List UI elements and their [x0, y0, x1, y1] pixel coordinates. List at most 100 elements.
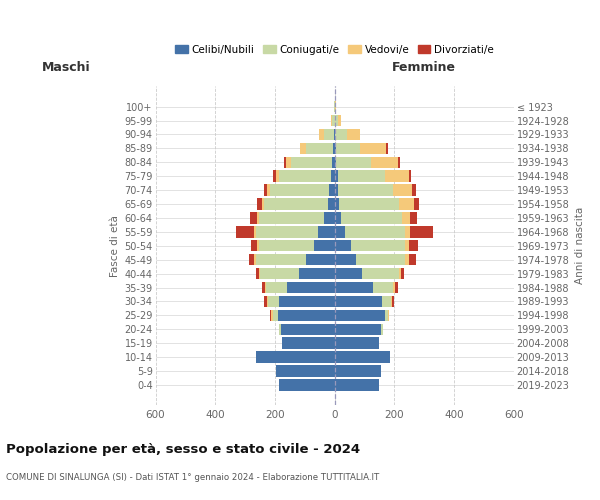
Bar [335, 128, 347, 140]
Legend: Celibi/Nubili, Coniugati/e, Vedovi/e, Divorziati/e: Celibi/Nubili, Coniugati/e, Vedovi/e, Di… [171, 40, 499, 59]
Bar [323, 128, 334, 140]
Bar [335, 226, 345, 237]
Bar [256, 352, 335, 363]
Bar [335, 296, 382, 307]
Bar [335, 254, 356, 266]
Bar [394, 184, 412, 196]
Bar [280, 296, 335, 307]
Text: Popolazione per età, sesso e stato civile - 2024: Popolazione per età, sesso e stato civil… [6, 442, 360, 456]
Bar [256, 254, 307, 266]
Bar [371, 156, 398, 168]
Bar [382, 296, 391, 307]
Bar [360, 142, 386, 154]
Bar [266, 282, 287, 293]
Bar [335, 212, 341, 224]
Bar [335, 379, 379, 390]
Bar [266, 296, 268, 307]
Bar [338, 184, 394, 196]
Bar [341, 212, 403, 224]
Bar [410, 226, 433, 237]
Bar [278, 310, 335, 321]
Bar [391, 296, 392, 307]
Bar [398, 156, 400, 168]
Bar [403, 212, 410, 224]
Bar [335, 156, 336, 168]
Bar [276, 170, 279, 182]
Bar [257, 212, 259, 224]
Y-axis label: Anni di nascita: Anni di nascita [575, 207, 585, 284]
Bar [333, 142, 335, 154]
Bar [307, 254, 335, 266]
Bar [314, 240, 335, 252]
Text: COMUNE DI SINALUNGA (SI) - Dati ISTAT 1° gennaio 2024 - Elaborazione TUTTITALIA.: COMUNE DI SINALUNGA (SI) - Dati ISTAT 1°… [6, 472, 379, 482]
Bar [393, 282, 395, 293]
Bar [335, 366, 381, 376]
Text: Femmine: Femmine [392, 60, 456, 74]
Bar [268, 296, 280, 307]
Bar [385, 310, 388, 321]
Bar [362, 268, 399, 280]
Bar [335, 352, 390, 363]
Bar [329, 184, 335, 196]
Bar [262, 282, 265, 293]
Bar [332, 156, 335, 168]
Bar [318, 226, 335, 237]
Bar [299, 268, 335, 280]
Bar [257, 198, 262, 209]
Bar [335, 115, 338, 126]
Bar [250, 212, 257, 224]
Bar [292, 156, 332, 168]
Bar [409, 240, 418, 252]
Bar [347, 128, 360, 140]
Bar [338, 115, 341, 126]
Bar [336, 142, 360, 154]
Bar [277, 366, 335, 376]
Bar [335, 198, 339, 209]
Bar [356, 254, 406, 266]
Bar [385, 170, 409, 182]
Bar [336, 156, 371, 168]
Bar [335, 338, 379, 349]
Bar [260, 268, 299, 280]
Bar [339, 198, 399, 209]
Bar [409, 254, 416, 266]
Bar [257, 240, 259, 252]
Bar [269, 310, 271, 321]
Y-axis label: Fasce di età: Fasce di età [110, 215, 120, 276]
Bar [249, 254, 254, 266]
Bar [406, 254, 409, 266]
Bar [287, 282, 335, 293]
Bar [301, 142, 307, 154]
Bar [335, 142, 336, 154]
Bar [406, 240, 409, 252]
Bar [331, 170, 335, 182]
Bar [256, 226, 318, 237]
Bar [267, 184, 269, 196]
Bar [328, 198, 335, 209]
Bar [256, 268, 259, 280]
Bar [335, 324, 381, 335]
Bar [279, 170, 331, 182]
Bar [307, 142, 333, 154]
Bar [251, 240, 257, 252]
Bar [395, 282, 398, 293]
Bar [373, 282, 393, 293]
Bar [272, 310, 278, 321]
Bar [283, 338, 335, 349]
Bar [280, 379, 335, 390]
Bar [286, 156, 292, 168]
Bar [319, 128, 323, 140]
Bar [281, 324, 335, 335]
Bar [265, 282, 266, 293]
Bar [351, 240, 406, 252]
Bar [412, 184, 416, 196]
Bar [405, 226, 410, 237]
Bar [263, 184, 267, 196]
Bar [254, 226, 256, 237]
Bar [259, 212, 324, 224]
Bar [335, 310, 385, 321]
Bar [332, 115, 335, 126]
Bar [335, 170, 338, 182]
Bar [274, 170, 276, 182]
Bar [335, 184, 338, 196]
